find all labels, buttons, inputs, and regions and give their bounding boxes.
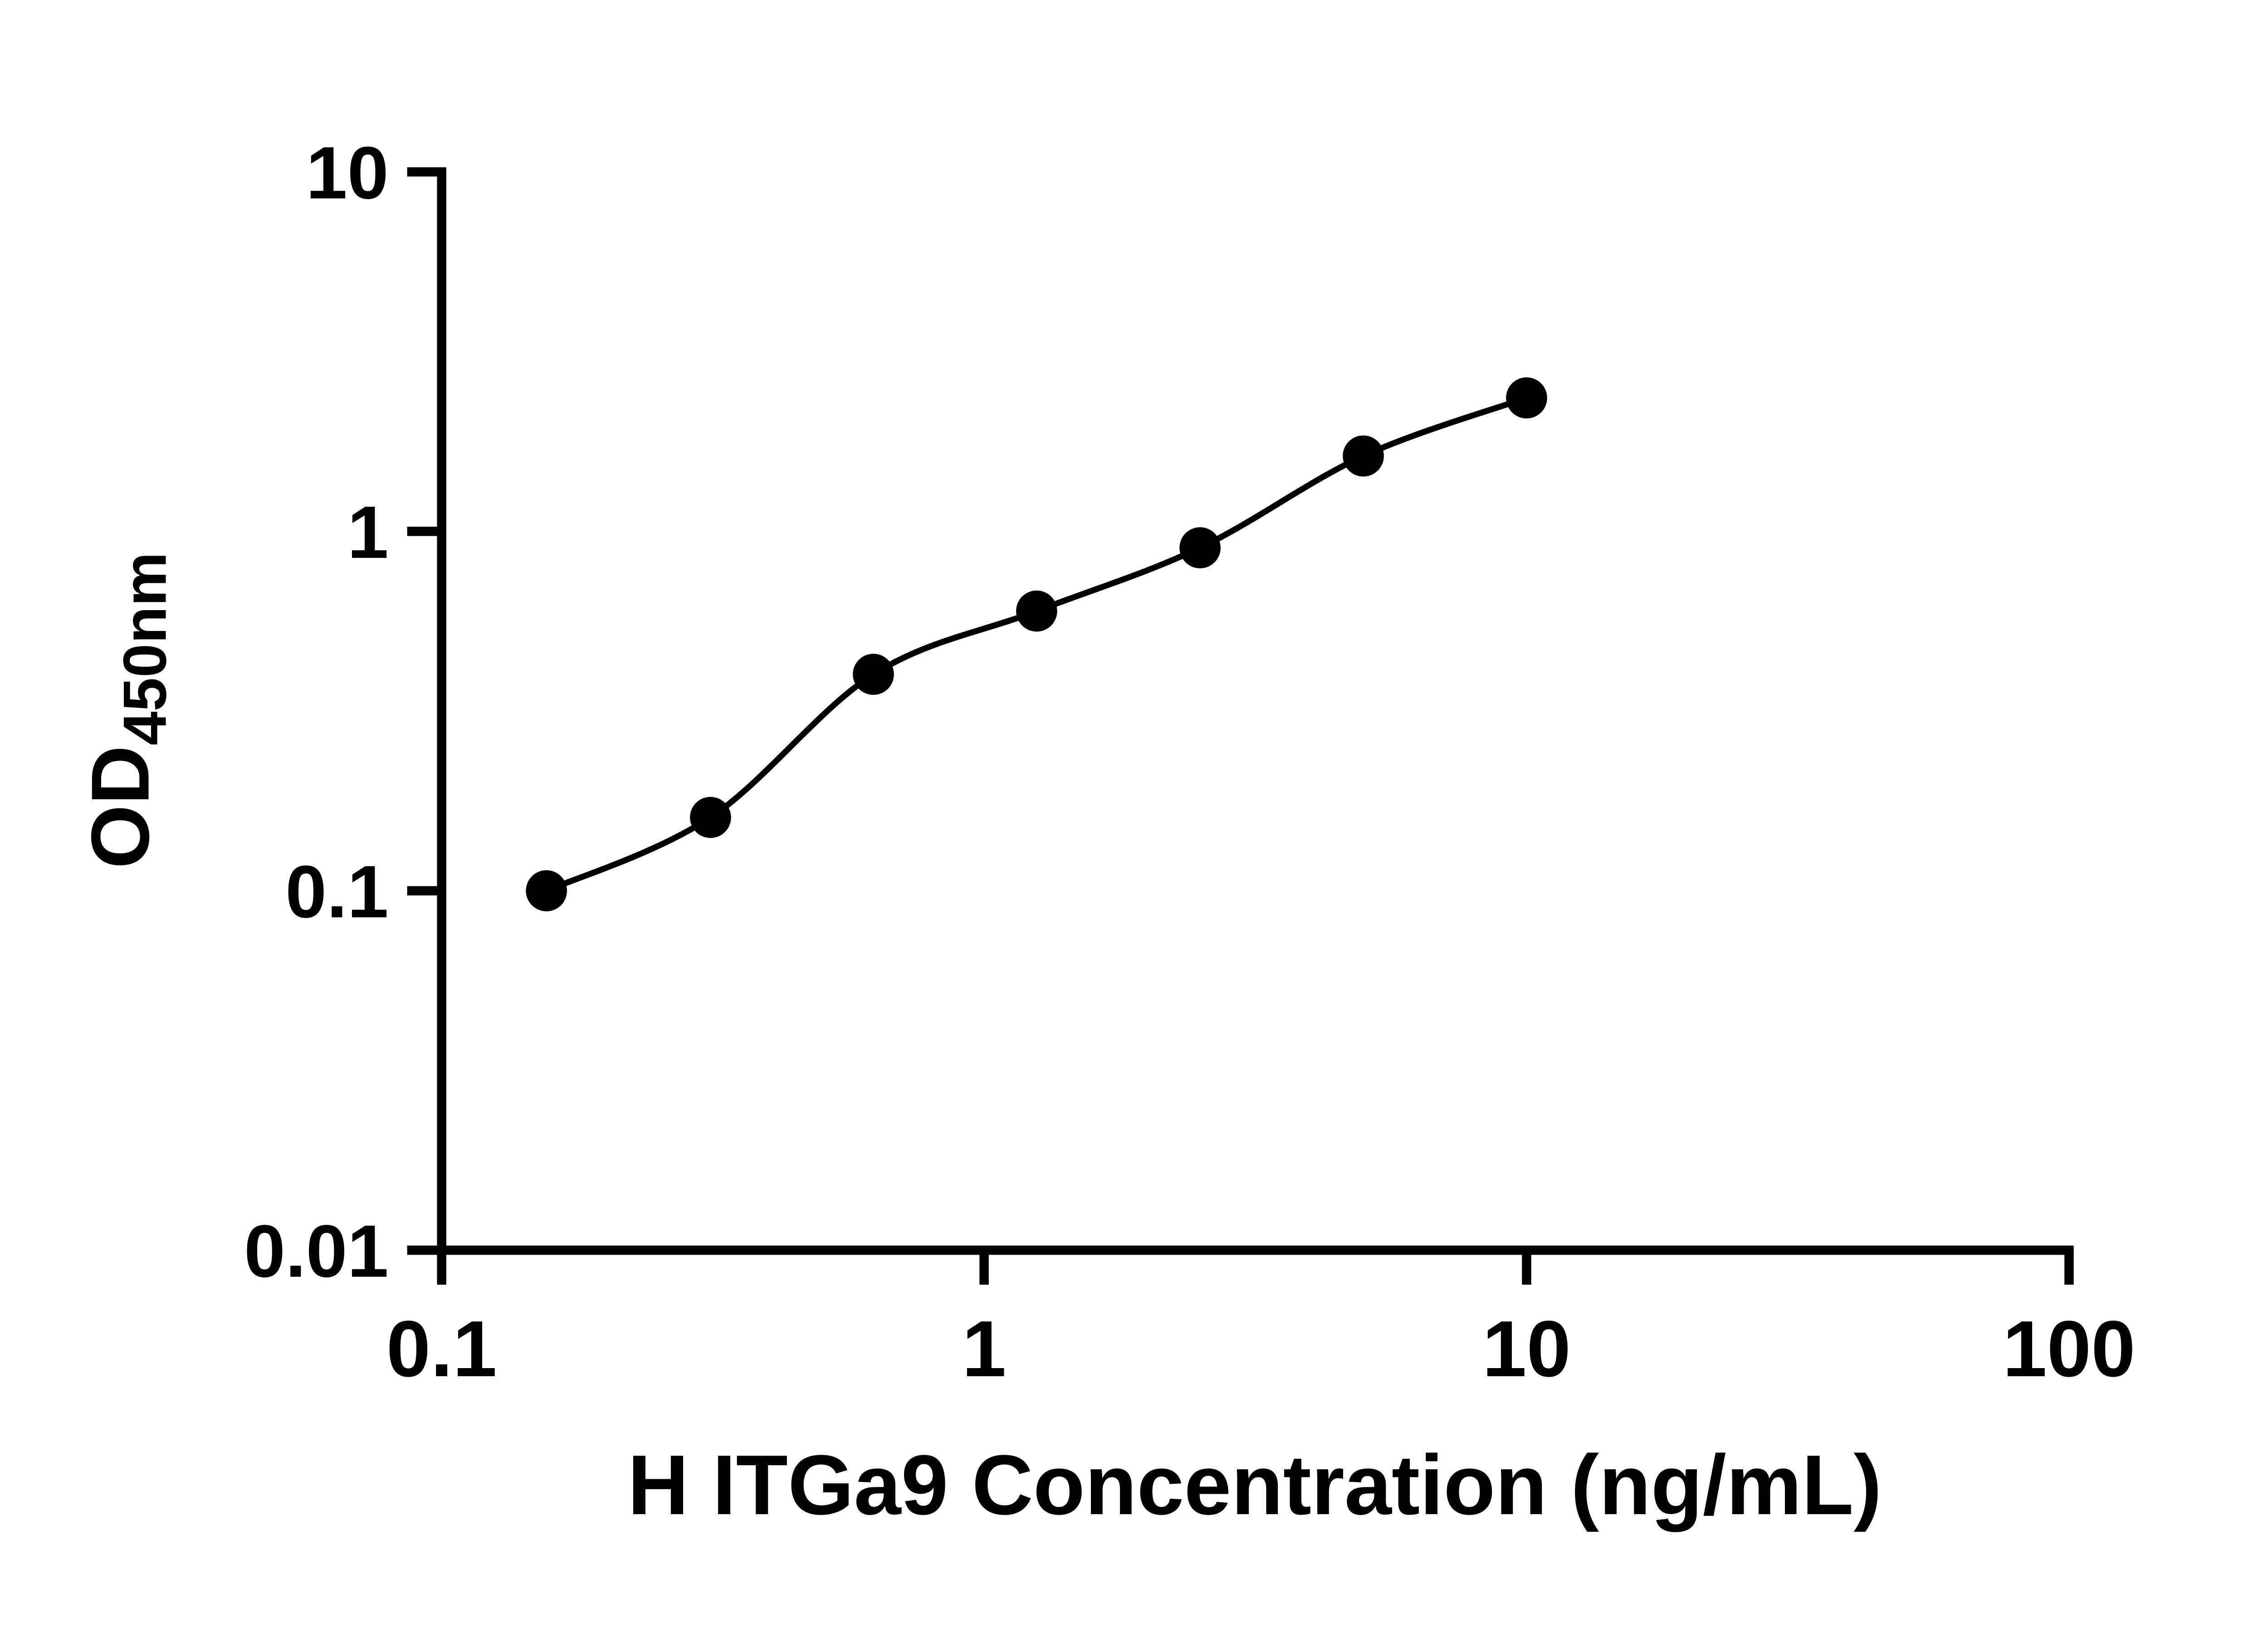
data-point xyxy=(1179,527,1221,568)
data-point xyxy=(853,654,894,695)
axis-lines xyxy=(437,167,2074,1255)
x-tick-label: 10 xyxy=(1482,1305,1571,1393)
data-point xyxy=(1506,377,1547,419)
x-tick-label: 0.1 xyxy=(386,1305,497,1393)
y-tick-label: 0.1 xyxy=(285,850,389,933)
y-tick-label: 10 xyxy=(306,131,389,214)
data-point xyxy=(690,797,731,838)
x-tick-label: 100 xyxy=(2003,1305,2136,1393)
tick-labels: 0.1 1 10 100 0.01 0.1 1 10 xyxy=(244,131,2136,1393)
tick-marks xyxy=(407,167,2074,1285)
x-axis-title: H ITGa9 Concentration (ng/mL) xyxy=(627,1437,1882,1532)
y-tick-label: 1 xyxy=(347,491,389,574)
data-point xyxy=(1343,435,1384,477)
data-point xyxy=(526,870,567,912)
axes xyxy=(437,167,2074,1255)
y-axis-title-sub: 450nm xyxy=(110,552,179,745)
data-points-group xyxy=(526,377,1547,912)
data-point xyxy=(1016,590,1057,632)
y-axis-title: OD450nm xyxy=(74,552,179,869)
y-axis-title-main: OD xyxy=(74,745,166,869)
y-tick-label: 0.01 xyxy=(244,1210,389,1293)
x-tick-label: 1 xyxy=(962,1305,1007,1393)
